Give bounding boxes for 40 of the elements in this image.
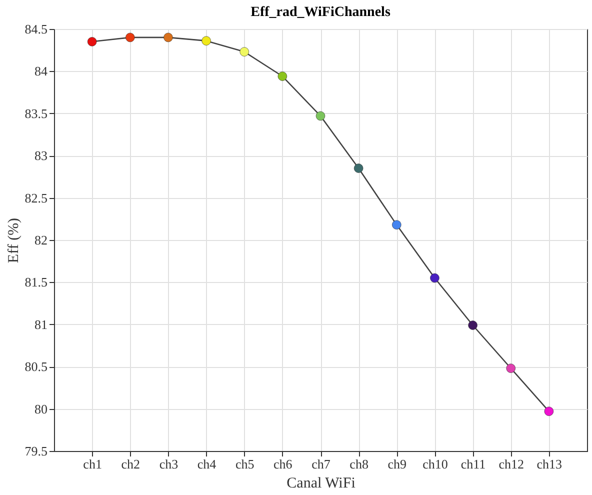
- y-axis-title: Eff (%): [6, 218, 22, 264]
- x-tick-label: ch11: [460, 456, 486, 472]
- x-tick-label: ch5: [235, 456, 254, 472]
- x-axis-title: Canal WiFi: [286, 476, 356, 492]
- point: [354, 164, 364, 173]
- y-tick-label: 84.5: [24, 22, 48, 36]
- point: [392, 220, 402, 230]
- point: [202, 36, 211, 46]
- y-tick-label: 84: [34, 64, 48, 79]
- y-tick-label: 81.5: [24, 274, 48, 290]
- y-tick-label: 82: [34, 232, 48, 248]
- x-tick-label: ch10: [422, 456, 448, 472]
- x-tick-label: ch6: [274, 456, 293, 472]
- x-tick-label: ch12: [498, 456, 524, 472]
- x-tick-label: ch8: [350, 456, 368, 472]
- y-tick-label: 82.5: [24, 190, 48, 206]
- y-tick-label: 83.5: [24, 106, 48, 121]
- point: [468, 320, 478, 330]
- y-tick-label: 80: [34, 401, 48, 416]
- x-tick-label: ch9: [388, 456, 407, 472]
- point: [87, 37, 97, 46]
- point: [240, 47, 249, 56]
- point: [316, 111, 326, 121]
- x-tick-label: ch13: [536, 456, 562, 472]
- chart-title: Eff_rad_WiFiChannels: [250, 5, 391, 20]
- point: [430, 273, 440, 283]
- x-tick-label: ch1: [83, 456, 102, 472]
- x-tick-label: ch7: [312, 456, 331, 472]
- y-tick-label: 80.5: [24, 359, 48, 374]
- y-tick-label: 79.5: [24, 444, 48, 458]
- x-tick-label: ch2: [121, 456, 140, 472]
- y-tick-label: 81: [34, 316, 48, 332]
- point: [278, 72, 288, 81]
- x-tick-label: ch3: [159, 456, 178, 472]
- x-tick-label: ch4: [197, 456, 217, 472]
- point: [126, 32, 135, 42]
- point: [506, 364, 516, 373]
- point: [164, 32, 173, 42]
- point: [544, 406, 554, 416]
- y-tick-label: 83: [34, 148, 48, 164]
